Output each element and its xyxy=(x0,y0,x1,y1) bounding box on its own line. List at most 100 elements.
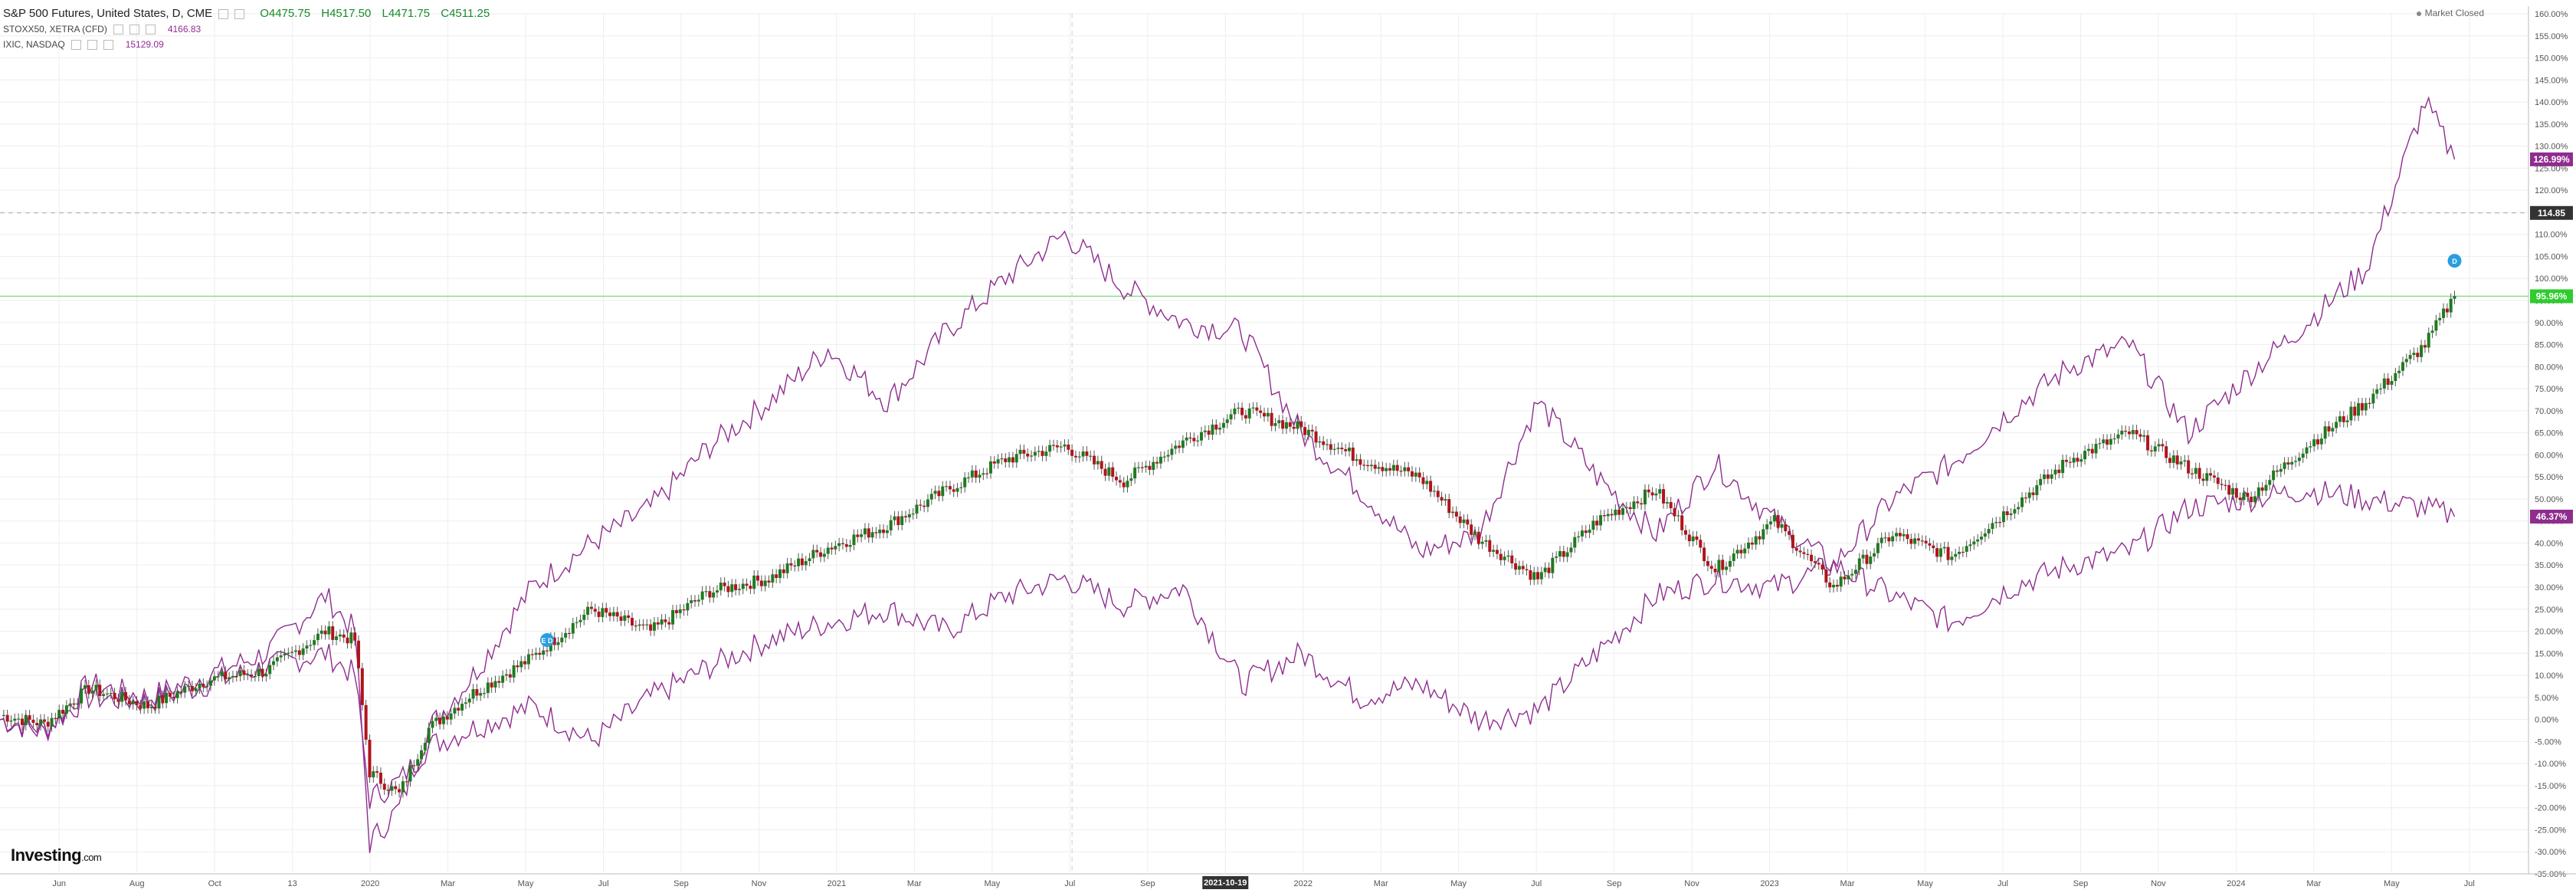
main-series-title[interactable]: S&P 500 Futures, United States, D, CME xyxy=(3,7,213,20)
candle-body[interactable] xyxy=(749,586,752,589)
candle-body[interactable] xyxy=(637,624,641,626)
candle-body[interactable] xyxy=(504,674,508,676)
candle-body[interactable] xyxy=(2175,455,2179,465)
candle-body[interactable] xyxy=(2001,511,2005,523)
candle-body[interactable] xyxy=(1876,543,1880,553)
candle-body[interactable] xyxy=(57,710,61,719)
candle-body[interactable] xyxy=(39,719,43,726)
candle-body[interactable] xyxy=(785,563,789,573)
candle-body[interactable] xyxy=(2146,435,2150,451)
candle-body[interactable] xyxy=(2420,345,2424,357)
candle-body[interactable] xyxy=(571,622,575,634)
candle-body[interactable] xyxy=(2053,469,2057,474)
candle-body[interactable] xyxy=(1906,534,1909,540)
candle-body[interactable] xyxy=(1728,560,1732,567)
candle-body[interactable] xyxy=(2412,353,2416,356)
candle-body[interactable] xyxy=(2094,444,2098,454)
candle-body[interactable] xyxy=(1725,566,1729,570)
candle-body[interactable] xyxy=(408,765,412,782)
candle-body[interactable] xyxy=(2260,487,2264,491)
candle-body[interactable] xyxy=(1447,499,1451,514)
candle-body[interactable] xyxy=(889,520,893,530)
candle-body[interactable] xyxy=(2212,475,2216,478)
candle-body[interactable] xyxy=(2394,373,2397,382)
candle-body[interactable] xyxy=(782,569,785,573)
candle-body[interactable] xyxy=(708,591,712,598)
candle-body[interactable] xyxy=(948,486,952,490)
candle-body[interactable] xyxy=(1706,561,1709,566)
candle-body[interactable] xyxy=(1768,521,1772,525)
candle-body[interactable] xyxy=(1861,554,1865,559)
candle-body[interactable] xyxy=(2209,473,2213,476)
candle-body[interactable] xyxy=(844,543,848,547)
candle-body[interactable] xyxy=(268,665,272,675)
candle-body[interactable] xyxy=(1765,524,1769,530)
candle-body[interactable] xyxy=(601,608,605,617)
candle-body[interactable] xyxy=(1314,431,1318,443)
candle-body[interactable] xyxy=(1624,507,1628,508)
candle-body[interactable] xyxy=(800,558,804,566)
candle-body[interactable] xyxy=(615,612,619,617)
candle-body[interactable] xyxy=(1247,408,1251,419)
candle-body[interactable] xyxy=(131,701,135,704)
candle-body[interactable] xyxy=(1902,534,1906,537)
candle-body[interactable] xyxy=(127,700,131,704)
candle-body[interactable] xyxy=(2009,513,2013,515)
candle-body[interactable] xyxy=(2116,434,2120,438)
candle-body[interactable] xyxy=(198,684,202,689)
candle-body[interactable] xyxy=(1326,444,1329,445)
candle-body[interactable] xyxy=(996,459,1000,464)
candle-body[interactable] xyxy=(1259,410,1263,413)
candle-body[interactable] xyxy=(2305,447,2309,454)
candle-body[interactable] xyxy=(2309,446,2312,448)
candle-body[interactable] xyxy=(1332,448,1336,450)
candle-body[interactable] xyxy=(1684,530,1687,535)
candle-body[interactable] xyxy=(1543,567,1547,573)
candle-body[interactable] xyxy=(1373,465,1377,469)
candle-body[interactable] xyxy=(368,740,372,778)
candle-body[interactable] xyxy=(1233,408,1237,415)
candle-body[interactable] xyxy=(379,773,382,784)
candle-body[interactable] xyxy=(1403,467,1407,471)
candle-body[interactable] xyxy=(2,714,5,716)
candle-body[interactable] xyxy=(941,486,945,497)
candle-body[interactable] xyxy=(955,488,959,492)
candle-body[interactable] xyxy=(1115,476,1119,481)
candle-body[interactable] xyxy=(1802,552,1806,554)
candle-body[interactable] xyxy=(1539,572,1543,579)
candle-body[interactable] xyxy=(789,563,793,566)
candle-body[interactable] xyxy=(1454,511,1458,517)
candle-body[interactable] xyxy=(168,692,172,697)
candle-body[interactable] xyxy=(1310,429,1314,432)
candle-body[interactable] xyxy=(1717,560,1721,573)
candle-body[interactable] xyxy=(1529,570,1532,580)
candle-body[interactable] xyxy=(175,691,179,698)
candle-body[interactable] xyxy=(1273,423,1277,426)
candle-body[interactable] xyxy=(2327,426,2331,432)
candle-body[interactable] xyxy=(819,552,823,557)
candle-body[interactable] xyxy=(364,704,368,740)
candle-body[interactable] xyxy=(349,632,353,644)
settings-icon[interactable] xyxy=(218,8,229,19)
candle-body[interactable] xyxy=(538,652,542,655)
candle-body[interactable] xyxy=(811,550,815,559)
candle-body[interactable] xyxy=(1946,547,1950,560)
candle-body[interactable] xyxy=(1784,524,1788,532)
candle-body[interactable] xyxy=(257,668,261,677)
candle-body[interactable] xyxy=(982,473,985,475)
candle-body[interactable] xyxy=(896,516,900,525)
candle-body[interactable] xyxy=(2005,511,2009,515)
candle-body[interactable] xyxy=(1532,572,1536,580)
candle-body[interactable] xyxy=(2404,359,2408,363)
candle-body[interactable] xyxy=(2390,381,2394,386)
candle-body[interactable] xyxy=(1562,551,1565,557)
candle-body[interactable] xyxy=(1470,524,1473,535)
candle-body[interactable] xyxy=(98,685,102,697)
candle-body[interactable] xyxy=(190,685,194,691)
candle-body[interactable] xyxy=(2331,428,2335,432)
candle-body[interactable] xyxy=(1303,427,1307,435)
candle-body[interactable] xyxy=(1089,455,1093,457)
candle-body[interactable] xyxy=(1018,449,1022,455)
candle-body[interactable] xyxy=(1044,451,1048,456)
